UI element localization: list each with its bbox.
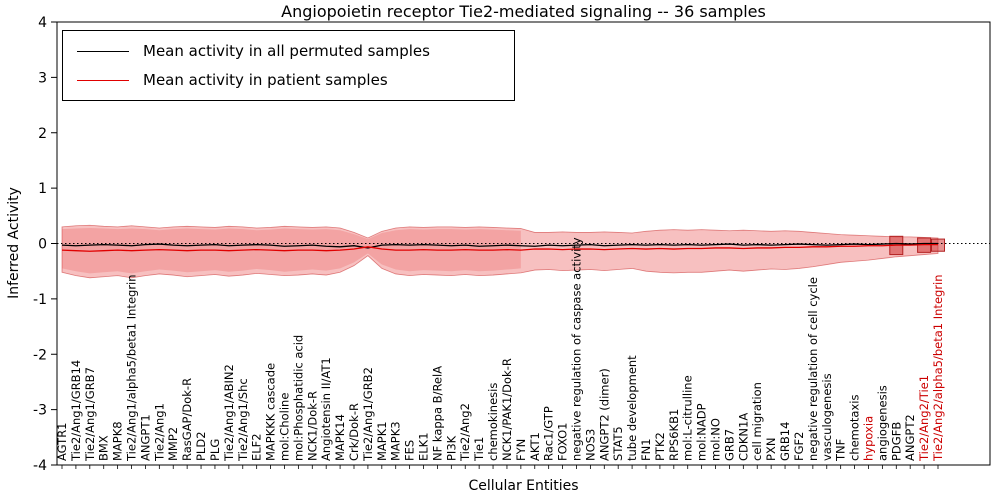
svg-text:mol:NADP: mol:NADP	[695, 403, 709, 461]
svg-text:Angiotensin II/AT1: Angiotensin II/AT1	[319, 357, 333, 461]
y-axis-label: Inferred Activity	[6, 187, 22, 299]
svg-text:-2: -2	[33, 347, 47, 363]
svg-text:MAPK3: MAPK3	[389, 421, 403, 461]
svg-text:hypoxia: hypoxia	[861, 416, 875, 461]
x-axis-label: Cellular Entities	[468, 478, 579, 494]
svg-text:mol:Choline: mol:Choline	[277, 393, 291, 461]
svg-text:ANGPT2 (dimer): ANGPT2 (dimer)	[597, 368, 611, 461]
svg-text:RPS6KB1: RPS6KB1	[667, 409, 681, 461]
svg-text:tube development: tube development	[625, 355, 639, 461]
svg-text:Tie2/Ang1: Tie2/Ang1	[152, 403, 166, 462]
svg-text:mol:Phosphatidic acid: mol:Phosphatidic acid	[291, 335, 305, 461]
svg-text:cell migration: cell migration	[750, 382, 764, 461]
svg-text:ANGPT2: ANGPT2	[903, 414, 917, 461]
svg-text:FYN: FYN	[514, 439, 528, 461]
svg-text:NCK1/Dok-R: NCK1/Dok-R	[305, 391, 319, 461]
svg-text:PTK2: PTK2	[653, 432, 667, 461]
svg-text:angiogenesis: angiogenesis	[875, 385, 889, 461]
chart-title: Angiopoietin receptor Tie2-mediated sign…	[281, 2, 766, 21]
svg-text:FOXO1: FOXO1	[556, 423, 570, 461]
legend-line-black	[77, 50, 129, 52]
svg-text:MAPK14: MAPK14	[333, 414, 347, 461]
svg-text:Tie2/Ang1/GRB7: Tie2/Ang1/GRB7	[83, 367, 97, 462]
svg-text:mol:L-citrulline: mol:L-citrulline	[681, 375, 695, 461]
svg-text:Crk/Dok-R: Crk/Dok-R	[347, 403, 361, 461]
svg-text:Tie2/Ang2: Tie2/Ang2	[458, 403, 472, 462]
svg-text:0: 0	[38, 237, 47, 253]
svg-text:BMX: BMX	[97, 435, 111, 461]
svg-text:2: 2	[38, 126, 47, 142]
legend-label-patient: Mean activity in patient samples	[143, 71, 388, 89]
svg-text:STAT5: STAT5	[611, 426, 625, 461]
svg-text:TNF: TNF	[834, 439, 848, 462]
svg-text:Tie2/Ang2/alpha5/beta1 Integri: Tie2/Ang2/alpha5/beta1 Integrin	[931, 274, 945, 462]
svg-text:Rac1/GTP: Rac1/GTP	[542, 406, 556, 461]
svg-text:Tie2/Ang1/GRB14: Tie2/Ang1/GRB14	[69, 360, 83, 462]
legend-label-permuted: Mean activity in all permuted samples	[143, 42, 430, 60]
svg-text:PDGFB: PDGFB	[889, 422, 903, 461]
svg-text:ELK1: ELK1	[417, 432, 431, 461]
svg-text:ELF2: ELF2	[250, 433, 264, 461]
legend-line-red	[77, 79, 129, 81]
svg-text:ANGPT1: ANGPT1	[138, 414, 152, 461]
svg-text:NOS3: NOS3	[583, 429, 597, 461]
svg-text:PLG: PLG	[208, 439, 222, 461]
svg-text:FES: FES	[403, 440, 417, 461]
svg-text:FN1: FN1	[639, 438, 653, 461]
svg-text:1: 1	[38, 181, 47, 197]
svg-text:GRB14: GRB14	[778, 422, 792, 461]
svg-text:Tie2/Ang2/Tie1: Tie2/Ang2/Tie1	[917, 375, 931, 462]
svg-text:GRB7: GRB7	[722, 429, 736, 461]
svg-text:MAPK1: MAPK1	[375, 421, 389, 461]
svg-text:PXN: PXN	[764, 438, 778, 461]
svg-text:chemotaxis: chemotaxis	[848, 395, 862, 461]
svg-text:Tie1: Tie1	[472, 437, 486, 462]
svg-text:PI3K: PI3K	[444, 435, 458, 461]
legend-box: Mean activity in all permuted samples Me…	[62, 30, 515, 101]
svg-text:MAPKKK cascade: MAPKKK cascade	[264, 363, 278, 461]
svg-text:Tie2/Ang1/Shc: Tie2/Ang1/Shc	[236, 378, 250, 462]
svg-text:-3: -3	[33, 403, 47, 419]
svg-text:MAPK8: MAPK8	[111, 421, 125, 461]
svg-text:Tie2/Ang1/alpha5/beta1 Integri: Tie2/Ang1/alpha5/beta1 Integrin	[125, 274, 139, 462]
svg-text:mol:NO: mol:NO	[709, 418, 723, 461]
svg-text:PLD2: PLD2	[194, 431, 208, 461]
svg-text:-1: -1	[33, 292, 47, 308]
svg-text:4: 4	[38, 15, 47, 31]
svg-text:NCK1/PAK1/Dok-R: NCK1/PAK1/Dok-R	[500, 358, 514, 461]
svg-text:MMP2: MMP2	[166, 427, 180, 461]
svg-text:CDKN1A: CDKN1A	[736, 413, 750, 461]
svg-text:RasGAP/Dok-R: RasGAP/Dok-R	[180, 378, 194, 461]
svg-text:vasculogenesis: vasculogenesis	[820, 373, 834, 461]
svg-text:FGF2: FGF2	[792, 432, 806, 461]
legend-item-patient: Mean activity in patient samples	[77, 71, 500, 89]
svg-text:AGTR1: AGTR1	[55, 423, 69, 462]
legend-item-permuted: Mean activity in all permuted samples	[77, 42, 500, 60]
svg-text:negative regulation of caspase: negative regulation of caspase activity	[569, 237, 583, 461]
svg-text:AKT1: AKT1	[528, 432, 542, 461]
svg-text:chemokinesis: chemokinesis	[486, 383, 500, 461]
svg-text:Tie2/Ang1/ABIN2: Tie2/Ang1/ABIN2	[222, 364, 236, 462]
svg-text:-4: -4	[33, 458, 47, 474]
svg-text:Tie2/Ang1/GRB2: Tie2/Ang1/GRB2	[361, 367, 375, 462]
svg-text:3: 3	[38, 70, 47, 86]
svg-text:negative regulation of cell cy: negative regulation of cell cycle	[806, 277, 820, 461]
svg-text:NF kappa B/RelA: NF kappa B/RelA	[430, 366, 444, 461]
